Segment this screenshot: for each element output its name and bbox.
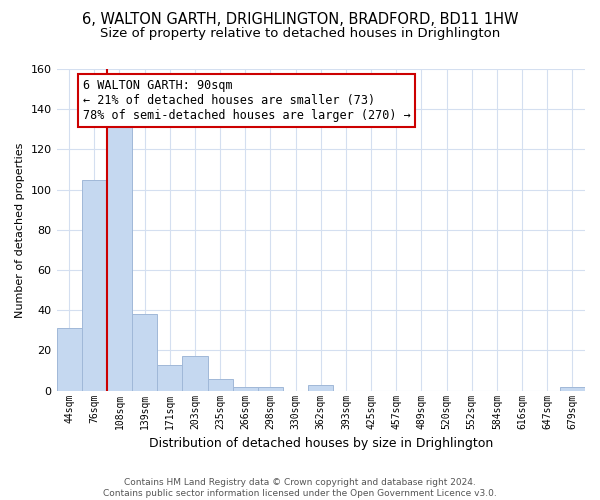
- Text: 6, WALTON GARTH, DRIGHLINGTON, BRADFORD, BD11 1HW: 6, WALTON GARTH, DRIGHLINGTON, BRADFORD,…: [82, 12, 518, 28]
- X-axis label: Distribution of detached houses by size in Drighlington: Distribution of detached houses by size …: [149, 437, 493, 450]
- Text: Contains HM Land Registry data © Crown copyright and database right 2024.
Contai: Contains HM Land Registry data © Crown c…: [103, 478, 497, 498]
- Bar: [56, 328, 82, 390]
- Bar: [107, 128, 132, 390]
- Bar: [157, 364, 182, 390]
- Text: Size of property relative to detached houses in Drighlington: Size of property relative to detached ho…: [100, 28, 500, 40]
- Bar: [560, 386, 585, 390]
- Y-axis label: Number of detached properties: Number of detached properties: [15, 142, 25, 318]
- Bar: [82, 180, 107, 390]
- Bar: [308, 384, 334, 390]
- Bar: [233, 386, 258, 390]
- Text: 6 WALTON GARTH: 90sqm
← 21% of detached houses are smaller (73)
78% of semi-deta: 6 WALTON GARTH: 90sqm ← 21% of detached …: [83, 79, 411, 122]
- Bar: [258, 386, 283, 390]
- Bar: [208, 378, 233, 390]
- Bar: [182, 356, 208, 390]
- Bar: [132, 314, 157, 390]
